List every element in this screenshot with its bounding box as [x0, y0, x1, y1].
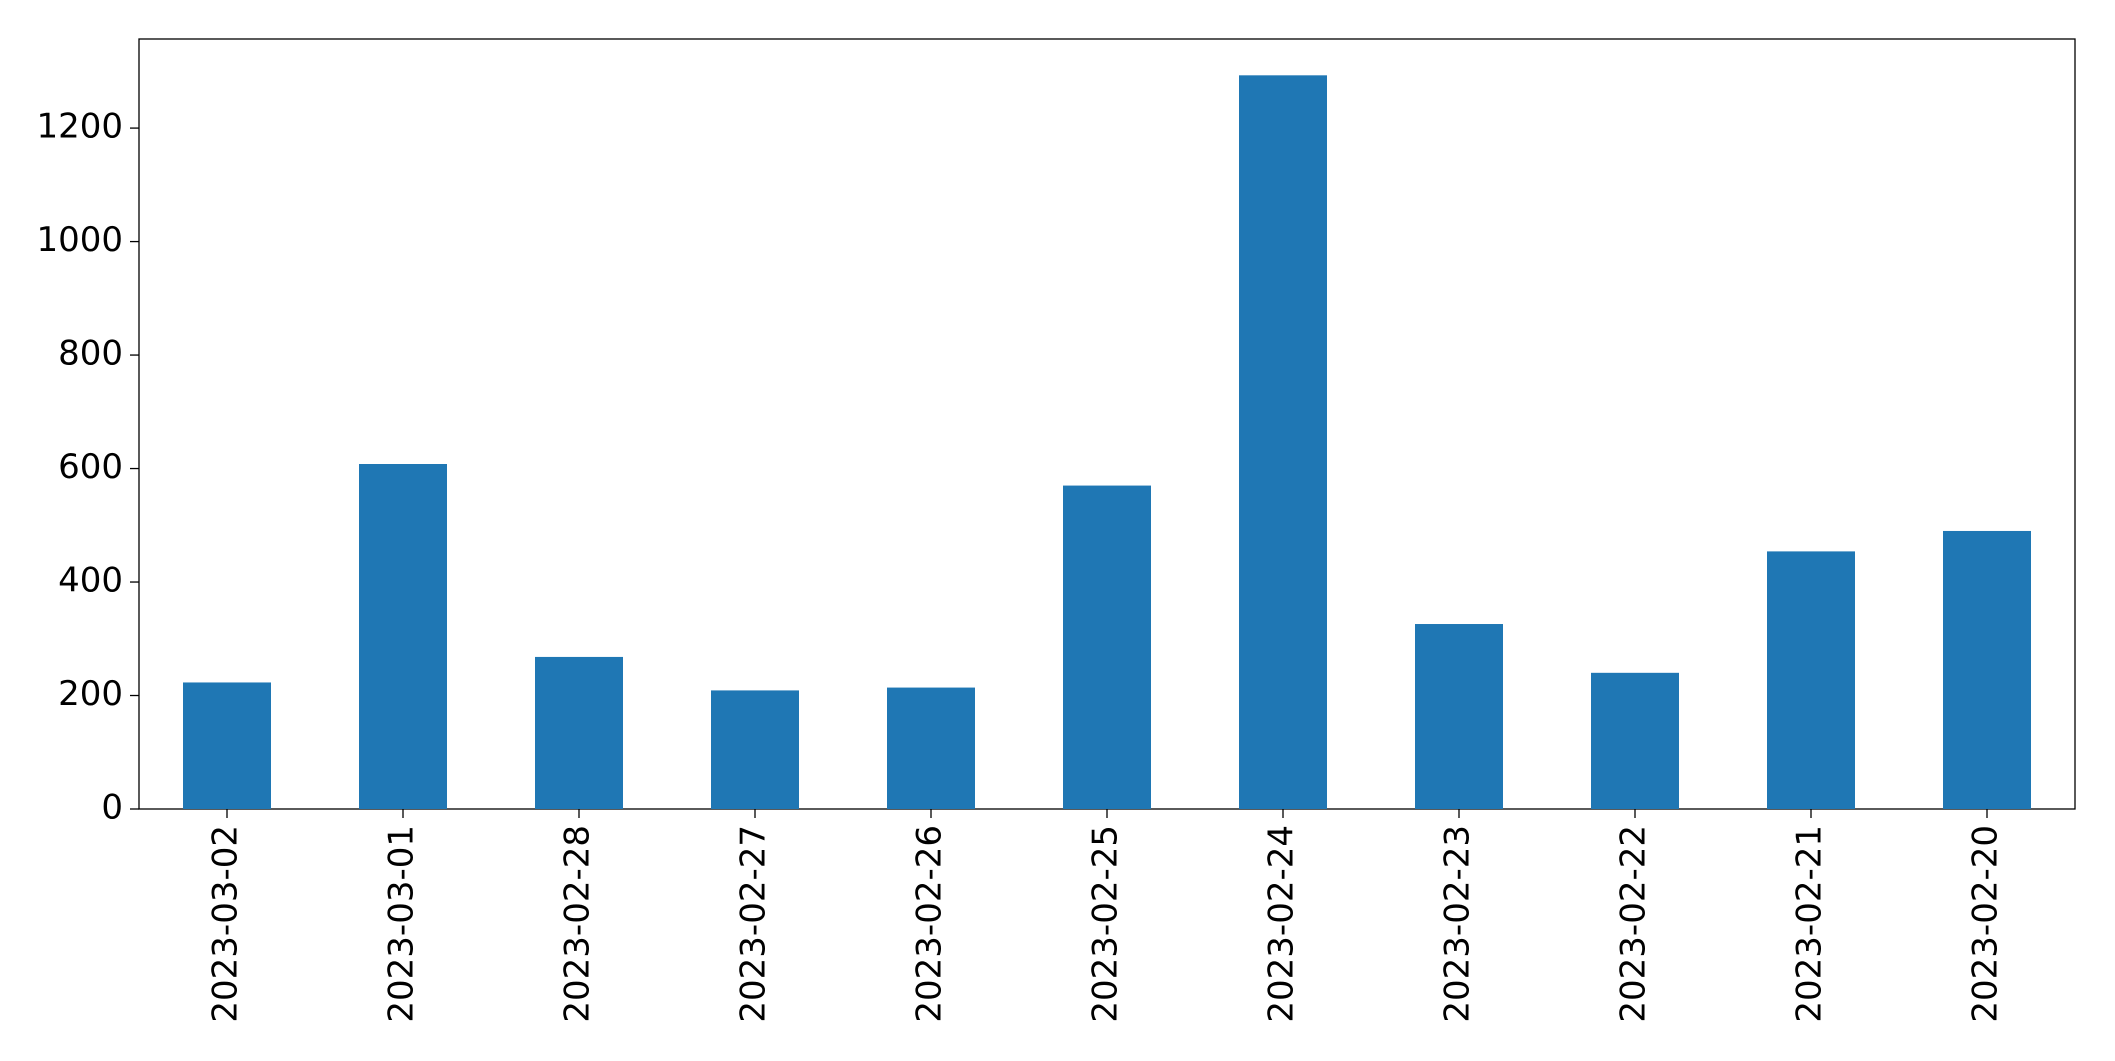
x-tick-label: 2023-02-21 — [1790, 825, 1830, 1023]
x-tick-label: 2023-02-23 — [1438, 825, 1478, 1023]
x-tick-label: 2023-02-22 — [1614, 825, 1654, 1023]
bar — [1943, 530, 2031, 809]
bar — [359, 464, 447, 809]
bar — [1239, 75, 1327, 809]
x-tick-label: 2023-02-26 — [910, 825, 950, 1023]
y-tick-label: 400 — [58, 561, 123, 601]
x-tick-label: 2023-03-02 — [206, 825, 246, 1023]
x-tick-label: 2023-02-24 — [1262, 825, 1302, 1023]
bar — [711, 690, 799, 809]
y-tick-label: 0 — [101, 788, 123, 828]
bar — [1415, 624, 1503, 809]
bar — [1767, 551, 1855, 809]
bar — [887, 687, 975, 809]
y-tick-label: 200 — [58, 674, 123, 714]
bar — [1591, 672, 1679, 809]
x-tick-label: 2023-02-20 — [1966, 825, 2006, 1023]
x-tick-label: 2023-02-27 — [734, 825, 774, 1023]
y-tick-label: 600 — [58, 447, 123, 487]
y-tick-label: 800 — [58, 334, 123, 374]
bar — [1063, 485, 1151, 809]
x-tick-label: 2023-02-25 — [1086, 825, 1126, 1023]
bar — [183, 682, 271, 809]
x-tick-label: 2023-02-28 — [558, 825, 598, 1023]
x-tick-label: 2023-03-01 — [382, 825, 422, 1023]
bar — [535, 656, 623, 809]
y-tick-label: 1000 — [36, 220, 123, 260]
y-tick-label: 1200 — [36, 107, 123, 147]
